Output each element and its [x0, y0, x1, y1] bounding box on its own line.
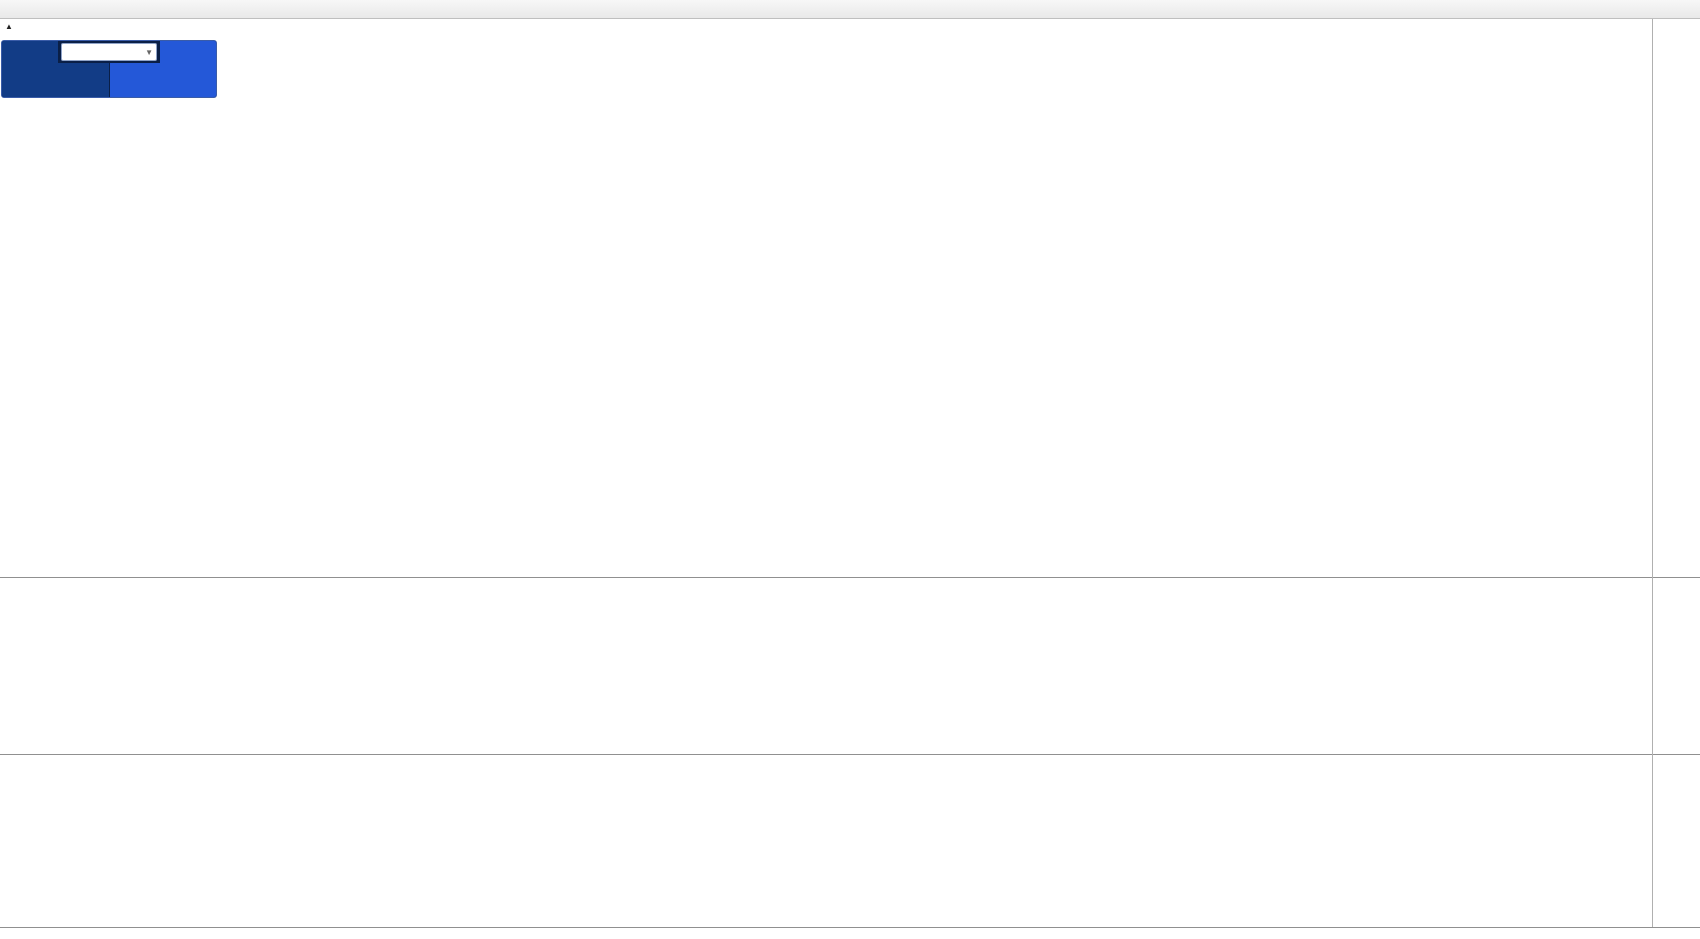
sell-price-button[interactable] [2, 63, 110, 97]
main-chart-panel[interactable] [0, 20, 1700, 577]
rsi-panel[interactable] [0, 756, 1700, 927]
panel-divider[interactable] [0, 577, 1700, 578]
macd-panel[interactable] [0, 579, 1700, 754]
volume-input[interactable]: ▼ [61, 43, 157, 61]
buy-price-button[interactable] [109, 63, 216, 97]
symbol-info-line: ▲ [5, 22, 25, 31]
sell-button[interactable] [2, 41, 58, 63]
macd-label [4, 581, 19, 593]
top-toolbar [0, 0, 1700, 19]
chart-window: ▲ ▼ [0, 19, 1700, 939]
buy-button[interactable] [160, 41, 216, 63]
panel-divider [0, 927, 1700, 928]
rsi-label [4, 758, 14, 770]
volume-dropdown-icon[interactable]: ▼ [145, 47, 153, 57]
panel-divider[interactable] [0, 754, 1700, 755]
price-axis-border [1652, 19, 1653, 927]
chart-symbol-icon: ▲ [5, 22, 13, 31]
one-click-trading-panel: ▼ [1, 40, 217, 98]
